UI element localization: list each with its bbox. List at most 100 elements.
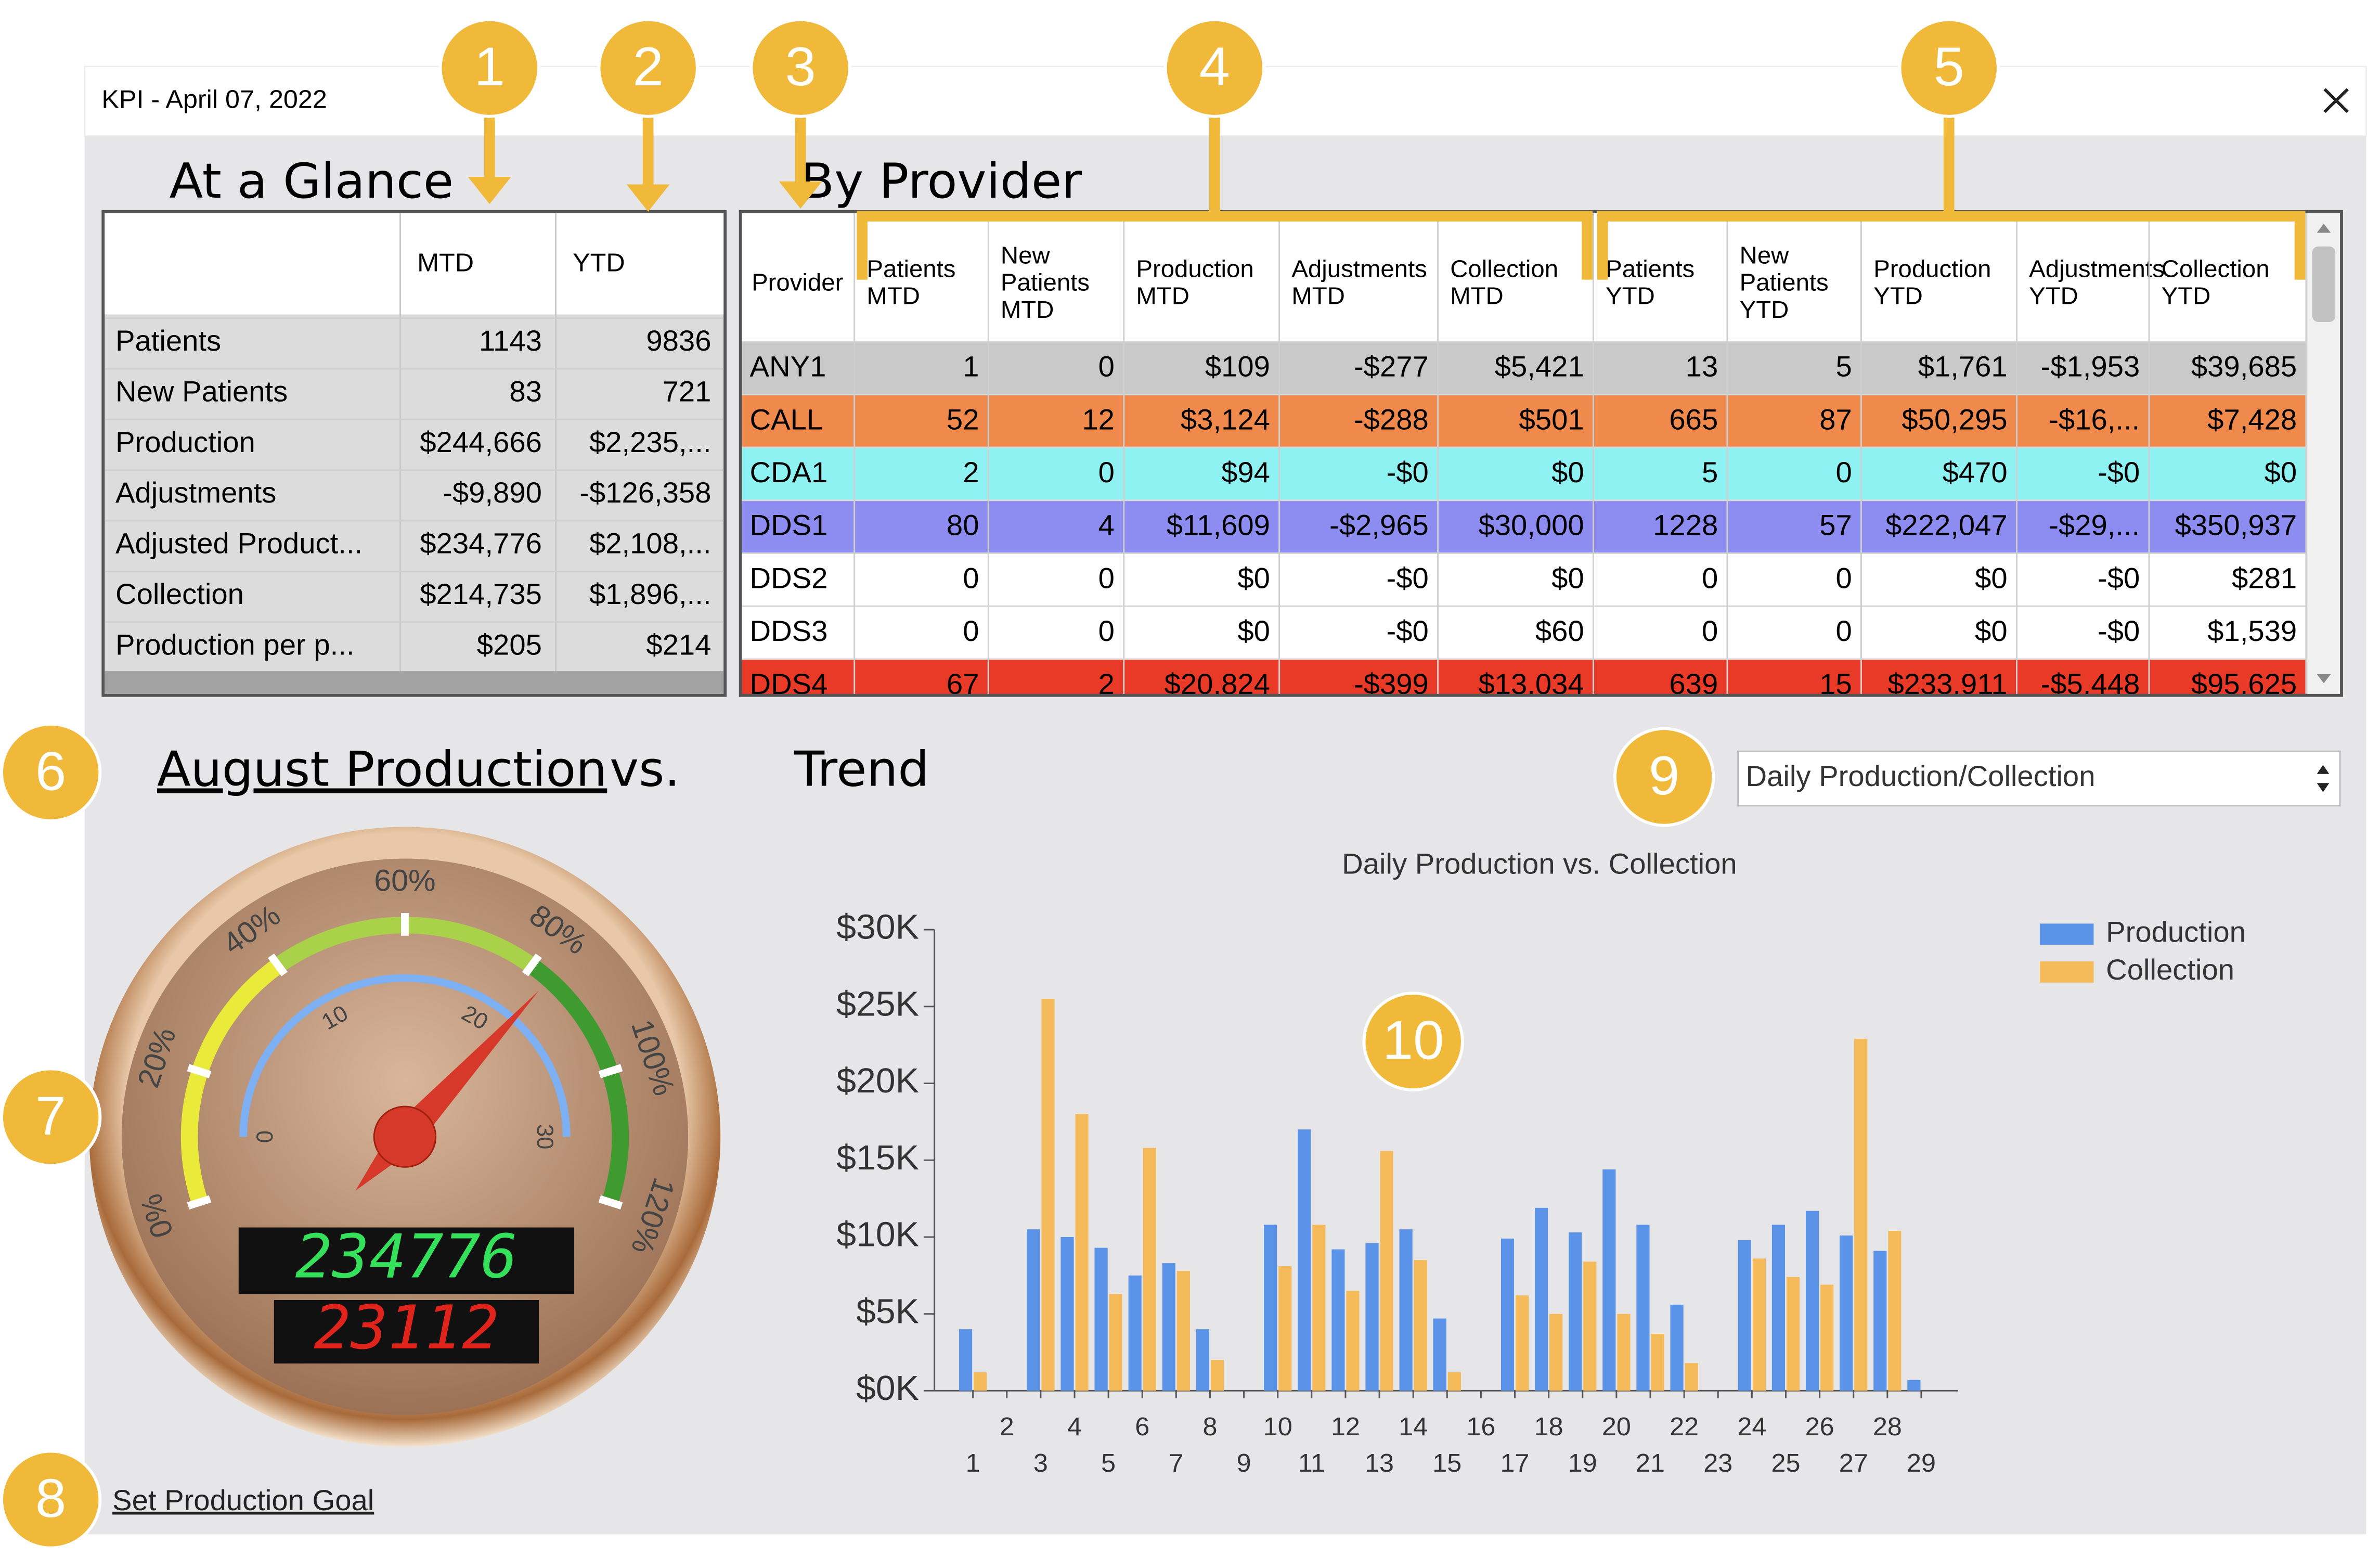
bar	[1143, 1148, 1156, 1391]
cell-value: -$29,...	[2049, 509, 2140, 541]
cell-value: 0	[1702, 615, 1718, 647]
legend-swatch	[2039, 961, 2094, 983]
callout-number: 5	[1934, 36, 1964, 97]
cell-value: $11,609	[1167, 509, 1270, 541]
column-header: YTD	[1873, 282, 1923, 310]
provider-name: CDA1	[749, 456, 827, 488]
cell-value: $30,000	[1478, 509, 1584, 541]
cell-value: 665	[1669, 404, 1718, 435]
scroll-thumb[interactable]	[2312, 246, 2336, 322]
bar	[1346, 1291, 1360, 1391]
cell-value: -$0	[1387, 615, 1429, 647]
row-label: Patients	[115, 325, 221, 357]
cell-value: $1,539	[2207, 615, 2297, 647]
gauge-count-label: 0	[252, 1130, 277, 1143]
gauge-heading-vs: vs.	[610, 741, 680, 797]
set-goal-link[interactable]: Set Production Goal	[112, 1484, 374, 1516]
callout-number: 9	[1649, 745, 1679, 806]
mtd-value: -$9,890	[443, 477, 542, 509]
gauge-tick	[598, 1195, 623, 1209]
cell-value: $0	[1237, 562, 1270, 594]
scroll-down[interactable]	[2317, 674, 2331, 684]
cell-value: 0	[1098, 615, 1115, 647]
cell-value: 87	[1819, 404, 1852, 435]
x-tick-label: 6	[1135, 1412, 1149, 1440]
cell-value: 57	[1819, 509, 1852, 541]
gauge-count-label: 30	[532, 1124, 558, 1149]
view-selector[interactable]	[1737, 750, 2341, 807]
x-tick-label: 2	[1000, 1412, 1014, 1440]
provider-name: DDS1	[749, 509, 827, 541]
column-header: Collection	[2162, 255, 2270, 282]
column-header: Collection	[1450, 255, 1558, 282]
callout-badge	[438, 18, 540, 118]
cell-value: 5	[1702, 456, 1718, 488]
bar	[1854, 1038, 1868, 1391]
x-tick-label: 9	[1237, 1448, 1251, 1477]
x-tick-label: 17	[1501, 1448, 1530, 1477]
cell-value: 0	[1835, 562, 1852, 594]
column-header: New	[1740, 242, 1789, 269]
provider-row	[740, 552, 2307, 607]
callout-bracket	[857, 113, 1593, 280]
bar	[1786, 1277, 1800, 1391]
callout-badge	[1898, 18, 2000, 118]
display-value: 234776	[295, 1221, 518, 1292]
x-tick-label: 26	[1805, 1412, 1834, 1440]
callout-badge	[0, 1067, 102, 1167]
y-tick-label: $30K	[836, 908, 919, 946]
callout-number: 7	[35, 1086, 66, 1147]
bar	[1501, 1238, 1515, 1391]
cell-value: $50,295	[1902, 404, 2007, 435]
mtd-value: $214,735	[420, 578, 542, 610]
cell-value: $1,761	[1918, 351, 2008, 382]
cell-value: $233,911	[1887, 668, 2007, 700]
bar	[1447, 1372, 1461, 1391]
cell-value: $13,034	[1478, 668, 1584, 700]
callout-number: 1	[474, 36, 505, 97]
cell-value: $0	[1975, 615, 2008, 647]
row-label: Production	[115, 426, 255, 458]
gauge-tick	[522, 953, 542, 976]
cell-value: -$2,965	[1329, 509, 1429, 541]
cell-value: $0	[1551, 562, 1584, 594]
callout-number: 3	[785, 36, 816, 97]
provider-name: DDS2	[749, 562, 827, 594]
gauge-tick	[187, 1064, 212, 1078]
cell-value: $39,685	[2191, 351, 2297, 382]
bar	[1128, 1275, 1142, 1391]
cell-value: $0	[2265, 456, 2297, 488]
cell-value: 2	[1098, 668, 1115, 700]
view-selector-text: Daily Production/Collection	[1746, 761, 2096, 792]
cell-value: $7,428	[2207, 404, 2297, 435]
column-header: New	[1001, 242, 1050, 269]
bar	[1738, 1240, 1751, 1391]
x-tick-label: 10	[1263, 1412, 1292, 1440]
row-label: Production per p...	[115, 629, 354, 661]
x-tick-label: 8	[1202, 1412, 1217, 1440]
provider-row	[740, 605, 2307, 660]
provider-table: ProviderPatientsMTDNewPatientsMTDProduct…	[740, 211, 2307, 700]
mtd-value: $234,776	[420, 527, 542, 559]
cell-value: $0	[1237, 615, 1270, 647]
bar	[1805, 1211, 1819, 1391]
column-header: MTD	[1136, 282, 1189, 310]
provider-row	[740, 341, 2307, 395]
callout-number: 8	[35, 1468, 66, 1529]
scroll-up[interactable]	[2317, 224, 2331, 233]
cell-value: 52	[947, 404, 979, 435]
bar	[1840, 1235, 1853, 1391]
close-button[interactable]	[2323, 88, 2349, 113]
cell-value: -$0	[2098, 456, 2140, 488]
selector-arrows	[2317, 765, 2330, 792]
provider-name: ANY1	[749, 351, 826, 382]
cell-value: 12	[1082, 404, 1115, 435]
x-tick-label: 16	[1466, 1412, 1495, 1440]
gauge-heading[interactable]: August Production	[157, 741, 607, 797]
callout-arrowhead	[779, 181, 822, 209]
window-title: KPI - April 07, 2022	[101, 85, 327, 113]
cell-value: -$288	[1354, 404, 1429, 435]
callout-badge	[1362, 992, 1464, 1092]
callout-badge	[1613, 727, 1715, 827]
